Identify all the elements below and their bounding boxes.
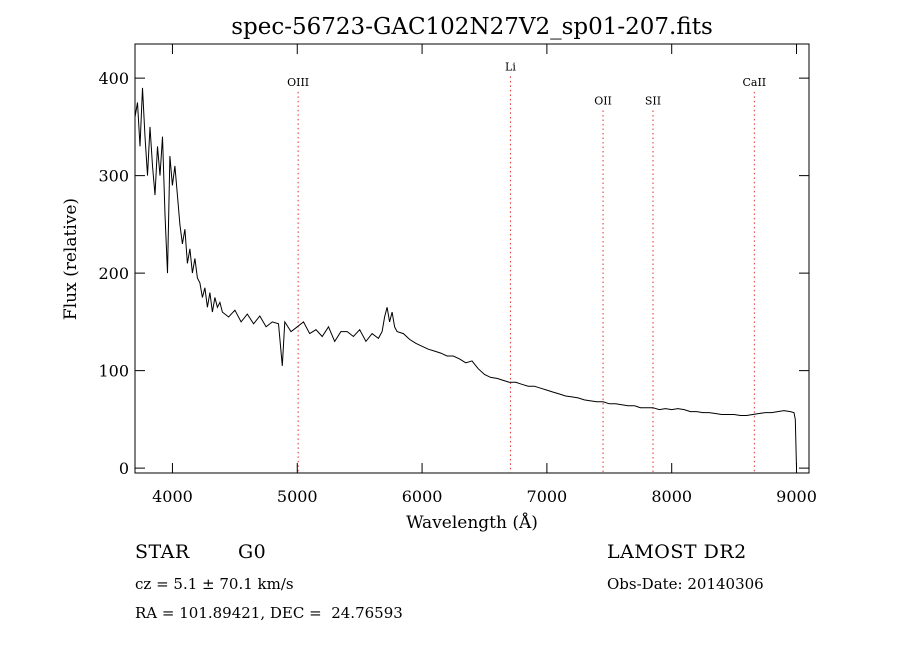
marker-label-caii: CaII [742, 76, 766, 89]
x-tick-label: 6000 [402, 487, 443, 506]
x-tick-label: 9000 [776, 487, 817, 506]
x-axis-ticks: 4000 5000 6000 7000 8000 9000 [152, 44, 817, 506]
object-type: STAR [135, 541, 190, 563]
y-tick-label: 200 [98, 264, 129, 283]
chart-title: spec-56723-GAC102N27V2_sp01-207.fits [231, 14, 713, 40]
observation-date: Obs-Date: 20140306 [607, 575, 764, 593]
redshift-value: cz = 5.1 ± 70.1 km/s [135, 575, 294, 593]
marker-lines [297, 76, 755, 473]
x-tick-label: 8000 [651, 487, 692, 506]
y-tick-label: 0 [119, 459, 129, 478]
y-tick-label: 400 [98, 69, 129, 88]
x-tick-label: 4000 [152, 487, 193, 506]
x-tick-label: 7000 [527, 487, 568, 506]
y-axis-ticks: 0 100 200 300 400 [98, 69, 809, 478]
y-axis-label: Flux (relative) [61, 198, 81, 320]
y-tick-label: 300 [98, 167, 129, 186]
y-tick-label: 100 [98, 362, 129, 381]
marker-labels: OIII Li OII SII CaII [287, 60, 766, 107]
survey-name: LAMOST DR2 [607, 541, 747, 563]
x-tick-label: 5000 [277, 487, 318, 506]
marker-label-oiii: OIII [287, 76, 309, 89]
spectral-subclass: G0 [238, 541, 267, 563]
plot-frame [134, 43, 810, 474]
x-axis-label: Wavelength (Å) [406, 512, 538, 533]
marker-label-li: Li [505, 60, 516, 73]
coordinates: RA = 101.89421, DEC = 24.76593 [135, 604, 403, 622]
marker-label-sii: SII [645, 94, 661, 107]
spectrum-line [134, 87, 797, 469]
marker-label-oii: OII [594, 94, 612, 107]
